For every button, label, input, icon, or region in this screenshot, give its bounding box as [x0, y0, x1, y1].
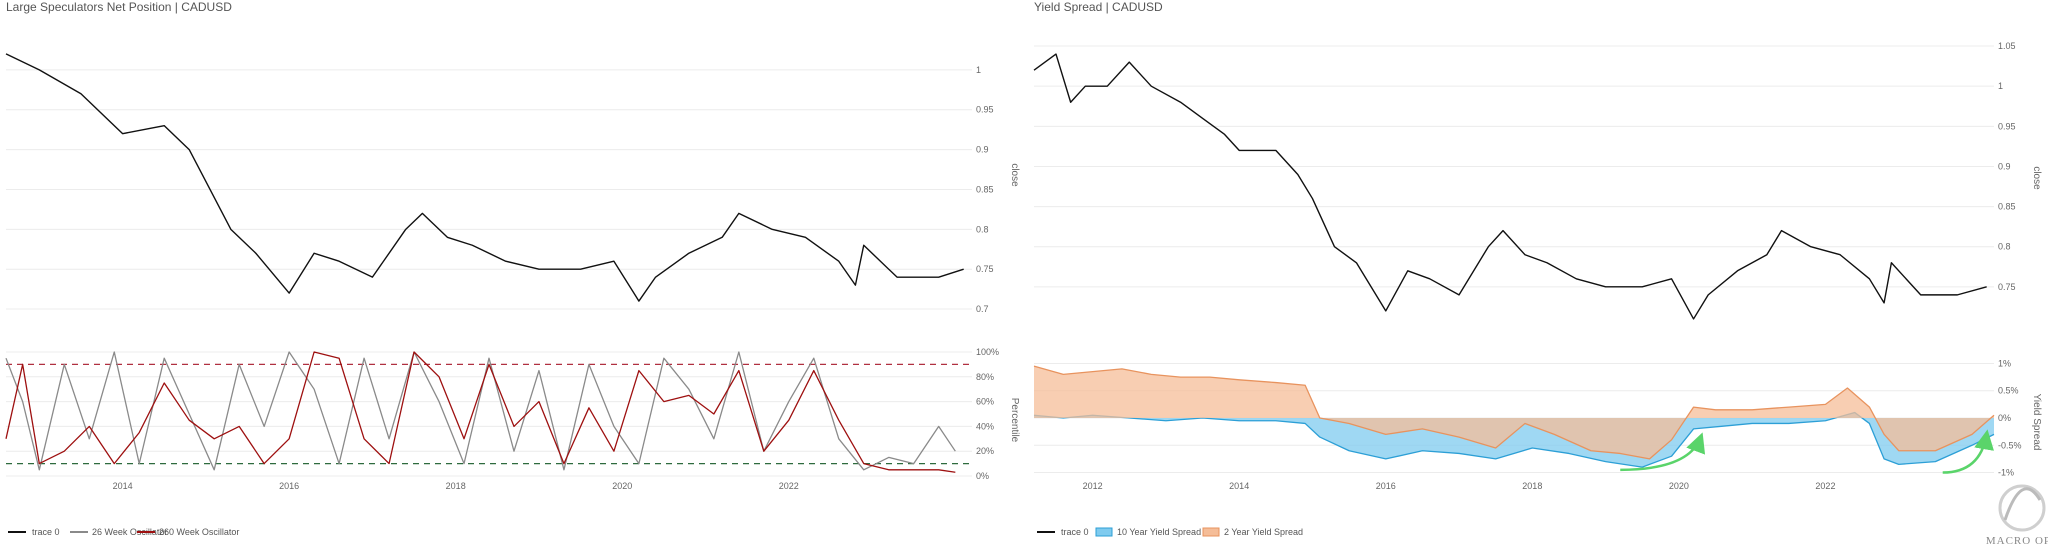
- y-tick-label: 1%: [1998, 358, 2011, 368]
- price-axis-title: close: [1009, 163, 1020, 187]
- legend-swatch-2y: [1202, 527, 1220, 537]
- y-tick-label: 0.75: [1998, 282, 2016, 292]
- x-tick-label: 2014: [113, 481, 133, 491]
- legend-item-trace0[interactable]: trace 0: [1061, 527, 1089, 537]
- annotations: [1620, 429, 1994, 474]
- annotation-arrow: [1620, 432, 1706, 472]
- x-tick-label: 2022: [779, 481, 799, 491]
- y-tick-label: 0.5%: [1998, 386, 2019, 396]
- legend-item-2y[interactable]: 2 Year Yield Spread: [1224, 527, 1303, 537]
- x-tick-label: 2020: [612, 481, 632, 491]
- left-series: [5, 53, 964, 473]
- y-tick-label: 1: [1998, 81, 2003, 91]
- y-tick-label: -1%: [1998, 468, 2014, 478]
- x-tick-label: 2012: [1083, 481, 1103, 491]
- y-tick-label: 0.8: [1998, 242, 2011, 252]
- legend: trace 0 26 Week Oscillator 260 Week Osci…: [8, 527, 239, 537]
- series-line-10-year-yield-spread: [1033, 411, 1995, 468]
- logo-swoosh-icon: [2003, 487, 2042, 521]
- x-axis-ticks: 2012 2014 2016 2018 2020 2022: [1083, 481, 1836, 491]
- y-tick-label: 0.95: [976, 105, 994, 115]
- x-tick-label: 2014: [1229, 481, 1249, 491]
- legend-swatch-10y: [1095, 527, 1113, 537]
- legend-item-260w[interactable]: 260 Week Oscillator: [159, 527, 239, 537]
- series-line-260-week-oscillator: [5, 351, 956, 473]
- annotation-arrow: [1942, 429, 1994, 474]
- macro-ops-logo: MACRO OPS: [1986, 484, 2048, 547]
- spread-axis-title: Yield Spread: [2031, 394, 2042, 451]
- y-tick-label: 0.8: [976, 224, 989, 234]
- series-area-2-year-yield-spread: [1034, 366, 1994, 459]
- legend: trace 0 10 Year Yield Spread 2 Year Yiel…: [1037, 527, 1303, 537]
- y-tick-label: 0.75: [976, 264, 994, 274]
- x-tick-label: 2020: [1669, 481, 1689, 491]
- legend-item-trace0[interactable]: trace 0: [32, 527, 60, 537]
- series-line-2-year-yield-spread: [1033, 365, 1995, 460]
- price-axis-title: close: [2031, 166, 2042, 190]
- series-line-trace-0: [1033, 53, 1987, 320]
- y-tick-label: 0.85: [976, 184, 994, 194]
- y-tick-label: 0%: [1998, 413, 2011, 423]
- y-tick-label: 0.95: [1998, 121, 2016, 131]
- y-tick-label: 1: [976, 65, 981, 75]
- chart-title: Large Speculators Net Position | CADUSD: [6, 0, 232, 14]
- y-tick-label: 20%: [976, 446, 994, 456]
- y-tick-label: 0.85: [1998, 202, 2016, 212]
- logo-ring-icon: [1998, 484, 2046, 532]
- legend-item-26w[interactable]: 26 Week Oscillator: [92, 527, 167, 537]
- y-tick-label: 1.05: [1998, 41, 2016, 51]
- x-tick-label: 2022: [1815, 481, 1835, 491]
- y-tick-label: 60%: [976, 397, 994, 407]
- y-tick-label: 80%: [976, 372, 994, 382]
- yield-spread-chart: Yield Spread | CADUSD 0.75 0.8 0.85 0.9 0.95…: [1033, 0, 2048, 547]
- x-axis-ticks: 2014 2016 2018 2020 2022: [113, 481, 799, 491]
- y-tick-label: 40%: [976, 421, 994, 431]
- y-tick-label: 0.9: [1998, 161, 2011, 171]
- y-tick-label: 100%: [976, 347, 999, 357]
- oscillator-grid: 0% 20% 40% 60% 80% 100%: [6, 347, 999, 481]
- logo-text: MACRO OPS: [1986, 535, 2048, 547]
- legend-item-10y[interactable]: 10 Year Yield Spread: [1117, 527, 1201, 537]
- x-tick-label: 2016: [1376, 481, 1396, 491]
- chart-title: Yield Spread | CADUSD: [1034, 0, 1163, 14]
- y-tick-label: 0.9: [976, 145, 989, 155]
- x-tick-label: 2018: [1522, 481, 1542, 491]
- price-grid: 0.75 0.8 0.85 0.9 0.95 1 1.05: [1034, 41, 2016, 292]
- y-tick-label: -0.5%: [1998, 440, 2022, 450]
- series-line-trace-0: [5, 53, 964, 302]
- series-area-10-year-yield-spread: [1034, 412, 1994, 468]
- price-grid: 0.7 0.75 0.8 0.85 0.9 0.95 1: [6, 65, 994, 314]
- y-tick-label: 0.7: [976, 304, 989, 314]
- speculators-chart: Large Speculators Net Position | CADUSD …: [5, 0, 1020, 537]
- series-line-26-week-oscillator: [5, 351, 956, 471]
- x-tick-label: 2016: [279, 481, 299, 491]
- y-tick-label: 0%: [976, 471, 989, 481]
- x-tick-label: 2018: [446, 481, 466, 491]
- right-series: [1033, 53, 1995, 468]
- oscillator-axis-title: Percentile: [1009, 398, 1020, 443]
